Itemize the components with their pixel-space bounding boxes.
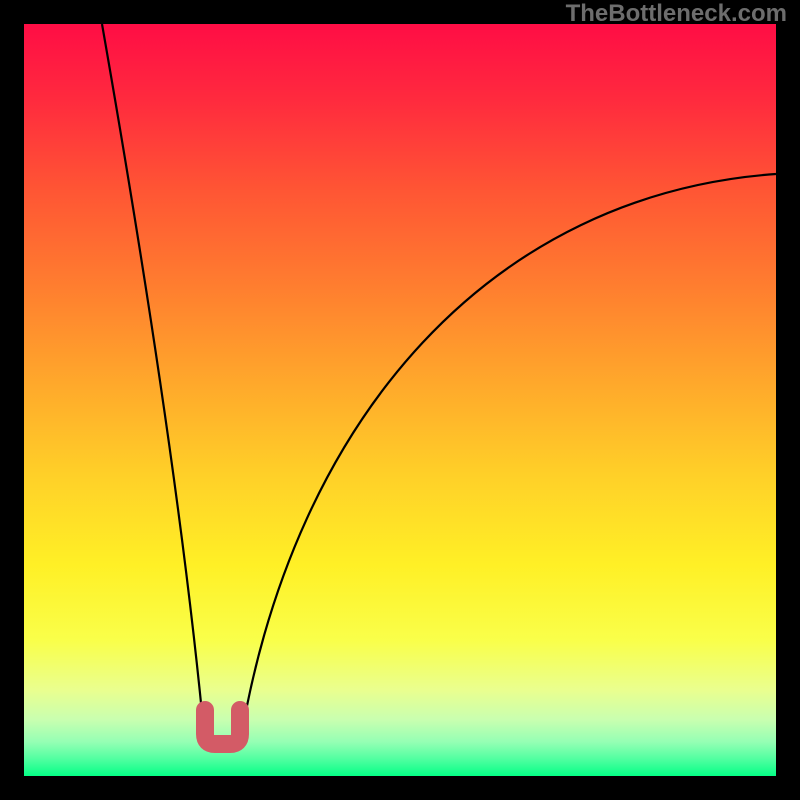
chart-canvas	[0, 0, 800, 800]
chart-frame: TheBottleneck.com	[0, 0, 800, 800]
gradient-background	[24, 24, 776, 776]
watermark-text: TheBottleneck.com	[566, 0, 787, 28]
